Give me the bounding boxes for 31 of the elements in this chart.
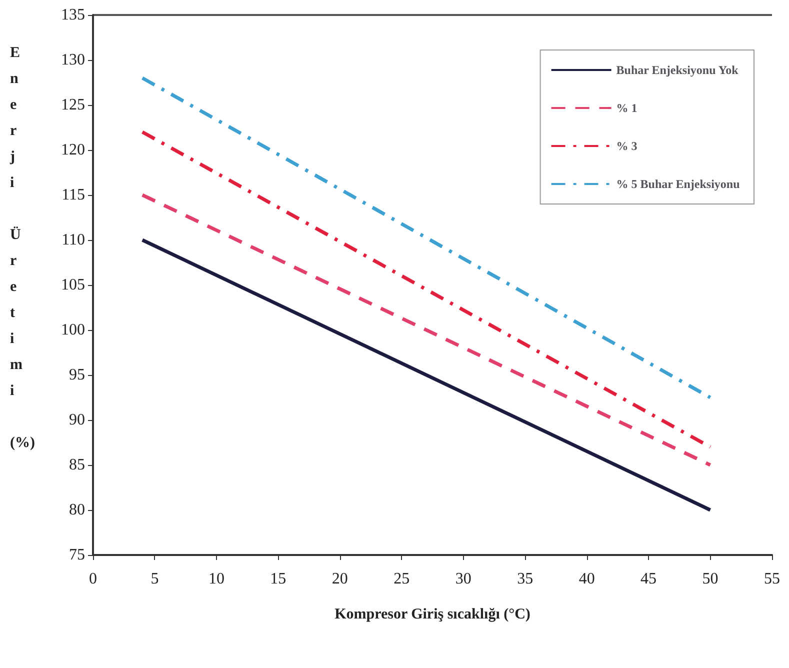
x-tick-label: 30 bbox=[455, 570, 472, 588]
x-tick-label: 55 bbox=[764, 570, 780, 588]
x-tick-label: 25 bbox=[394, 570, 410, 588]
y-tick-label: 80 bbox=[69, 502, 85, 518]
y-tick-label: 130 bbox=[61, 52, 85, 68]
x-tick-label: 0 bbox=[89, 570, 97, 588]
legend-label: % 5 Buhar Enjeksiyonu bbox=[616, 177, 740, 191]
y-tick-label: 135 bbox=[61, 6, 85, 24]
x-tick-label: 10 bbox=[208, 570, 224, 588]
x-tick-label: 45 bbox=[640, 570, 657, 588]
x-tick-label: 35 bbox=[517, 570, 534, 588]
y-tick-label: 110 bbox=[62, 232, 85, 248]
legend-label: % 1 bbox=[616, 101, 638, 115]
y-tick-label: 75 bbox=[69, 546, 85, 564]
x-tick-label: 5 bbox=[150, 570, 159, 588]
y-tick-label: 90 bbox=[69, 412, 85, 428]
legend-label: Buhar Enjeksiyonu Yok bbox=[616, 63, 739, 77]
y-tick-label: 125 bbox=[61, 96, 85, 114]
x-tick-label: 15 bbox=[270, 570, 286, 588]
x-tick-label: 20 bbox=[332, 570, 348, 588]
y-tick-label: 120 bbox=[61, 142, 85, 158]
y-tick-label: 105 bbox=[61, 276, 85, 294]
x-axis-title: Kompresor Giriş sıcaklığı (°C) bbox=[334, 606, 530, 622]
y-tick-label: 85 bbox=[69, 456, 85, 474]
y-tick-label: 115 bbox=[62, 186, 85, 204]
x-tick-label: 50 bbox=[702, 570, 718, 588]
y-tick-label: 100 bbox=[61, 322, 85, 338]
x-tick-label: 40 bbox=[578, 570, 595, 588]
legend-label: % 3 bbox=[616, 139, 638, 153]
text: Enerji Üretimi (%) bbox=[10, 45, 35, 451]
y-tick-label: 95 bbox=[69, 366, 85, 384]
